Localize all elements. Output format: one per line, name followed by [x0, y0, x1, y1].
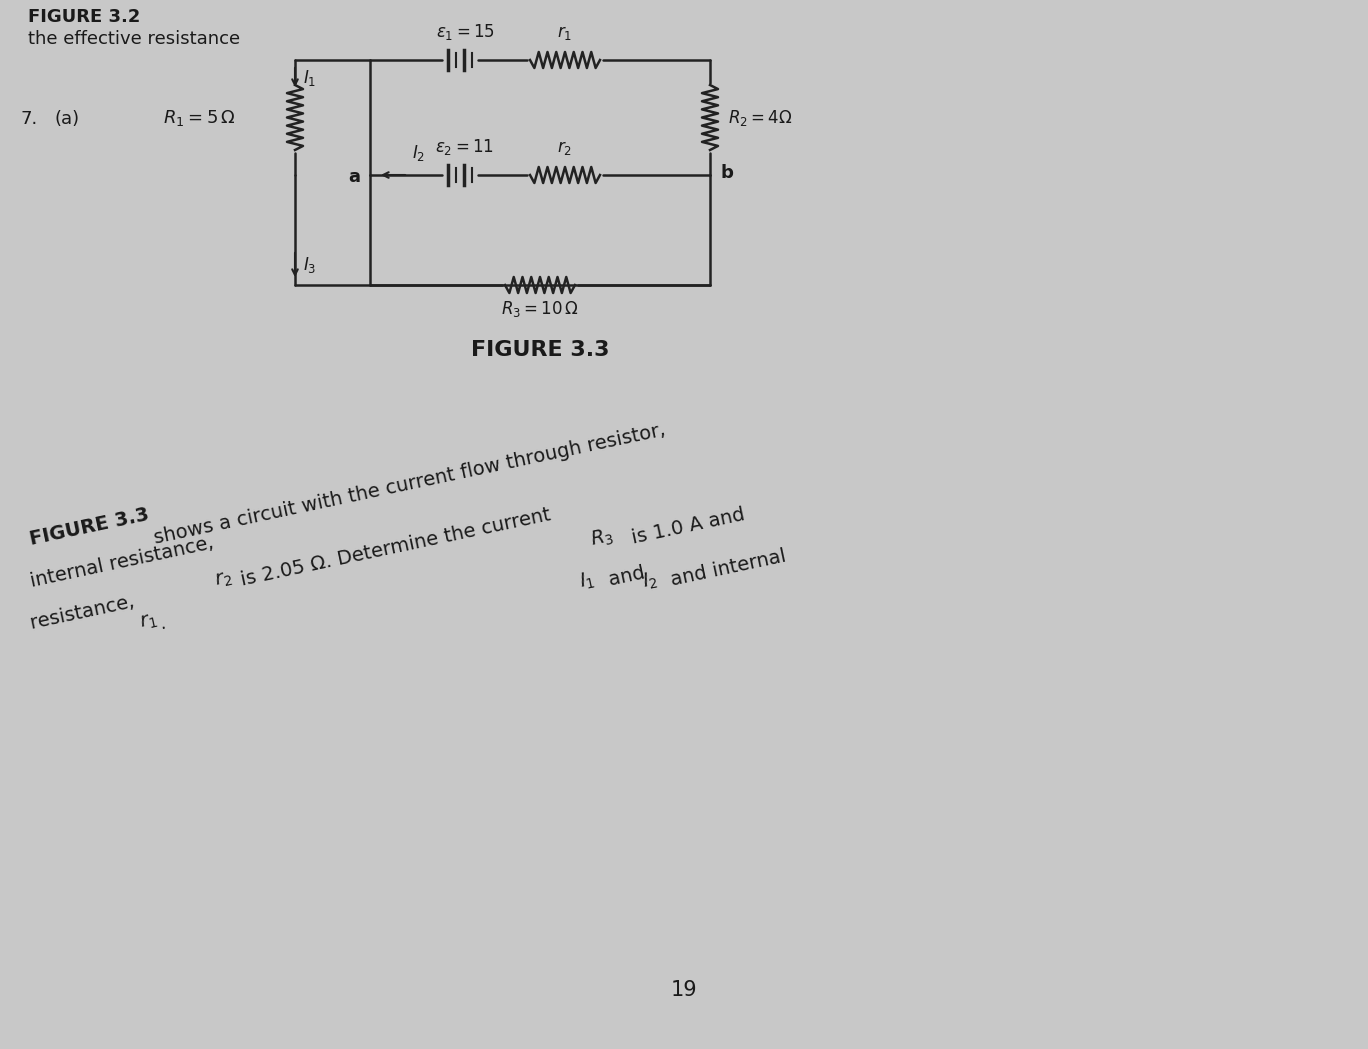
Text: $\varepsilon_1=15$: $\varepsilon_1=15$: [435, 22, 494, 42]
Text: $r_1$: $r_1$: [138, 611, 159, 633]
Text: (a): (a): [55, 110, 81, 128]
Text: the effective resistance: the effective resistance: [27, 30, 241, 48]
Text: $R_1= 5\,\Omega$: $R_1= 5\,\Omega$: [163, 107, 235, 128]
Text: $I_3$: $I_3$: [302, 255, 316, 275]
Text: $r_2$: $r_2$: [213, 569, 234, 591]
Text: $r_1$: $r_1$: [557, 24, 573, 42]
Text: and: and: [601, 562, 653, 591]
Text: $I_1$: $I_1$: [302, 68, 316, 88]
Text: shows a circuit with the current flow through resistor,: shows a circuit with the current flow th…: [146, 419, 673, 549]
Text: and internal: and internal: [663, 547, 788, 591]
Text: .: .: [157, 613, 168, 633]
Text: $R_3$: $R_3$: [590, 526, 616, 551]
Text: is 2.05 Ω. Determine the current: is 2.05 Ω. Determine the current: [233, 504, 558, 591]
Text: is 1.0 A and: is 1.0 A and: [624, 505, 747, 549]
Text: $I_2$: $I_2$: [412, 143, 425, 163]
Text: internal resistance,: internal resistance,: [27, 532, 222, 591]
Text: a: a: [347, 168, 360, 186]
Text: 7.: 7.: [21, 110, 37, 128]
Text: $R_3= 10\,\Omega$: $R_3= 10\,\Omega$: [501, 299, 579, 319]
Text: b: b: [720, 164, 733, 181]
Text: FIGURE 3.3: FIGURE 3.3: [471, 340, 609, 360]
Text: FIGURE 3.3: FIGURE 3.3: [27, 505, 150, 549]
Text: $r_2$: $r_2$: [557, 140, 573, 157]
Text: $I_2$: $I_2$: [642, 569, 661, 593]
Text: resistance,: resistance,: [27, 591, 142, 633]
Text: $I_1$: $I_1$: [579, 569, 598, 593]
Text: $\varepsilon_2=11$: $\varepsilon_2=11$: [435, 137, 494, 157]
Text: 19: 19: [670, 980, 698, 1000]
Text: FIGURE 3.2: FIGURE 3.2: [27, 8, 141, 26]
Text: $R_2= 4\Omega$: $R_2= 4\Omega$: [728, 107, 792, 128]
